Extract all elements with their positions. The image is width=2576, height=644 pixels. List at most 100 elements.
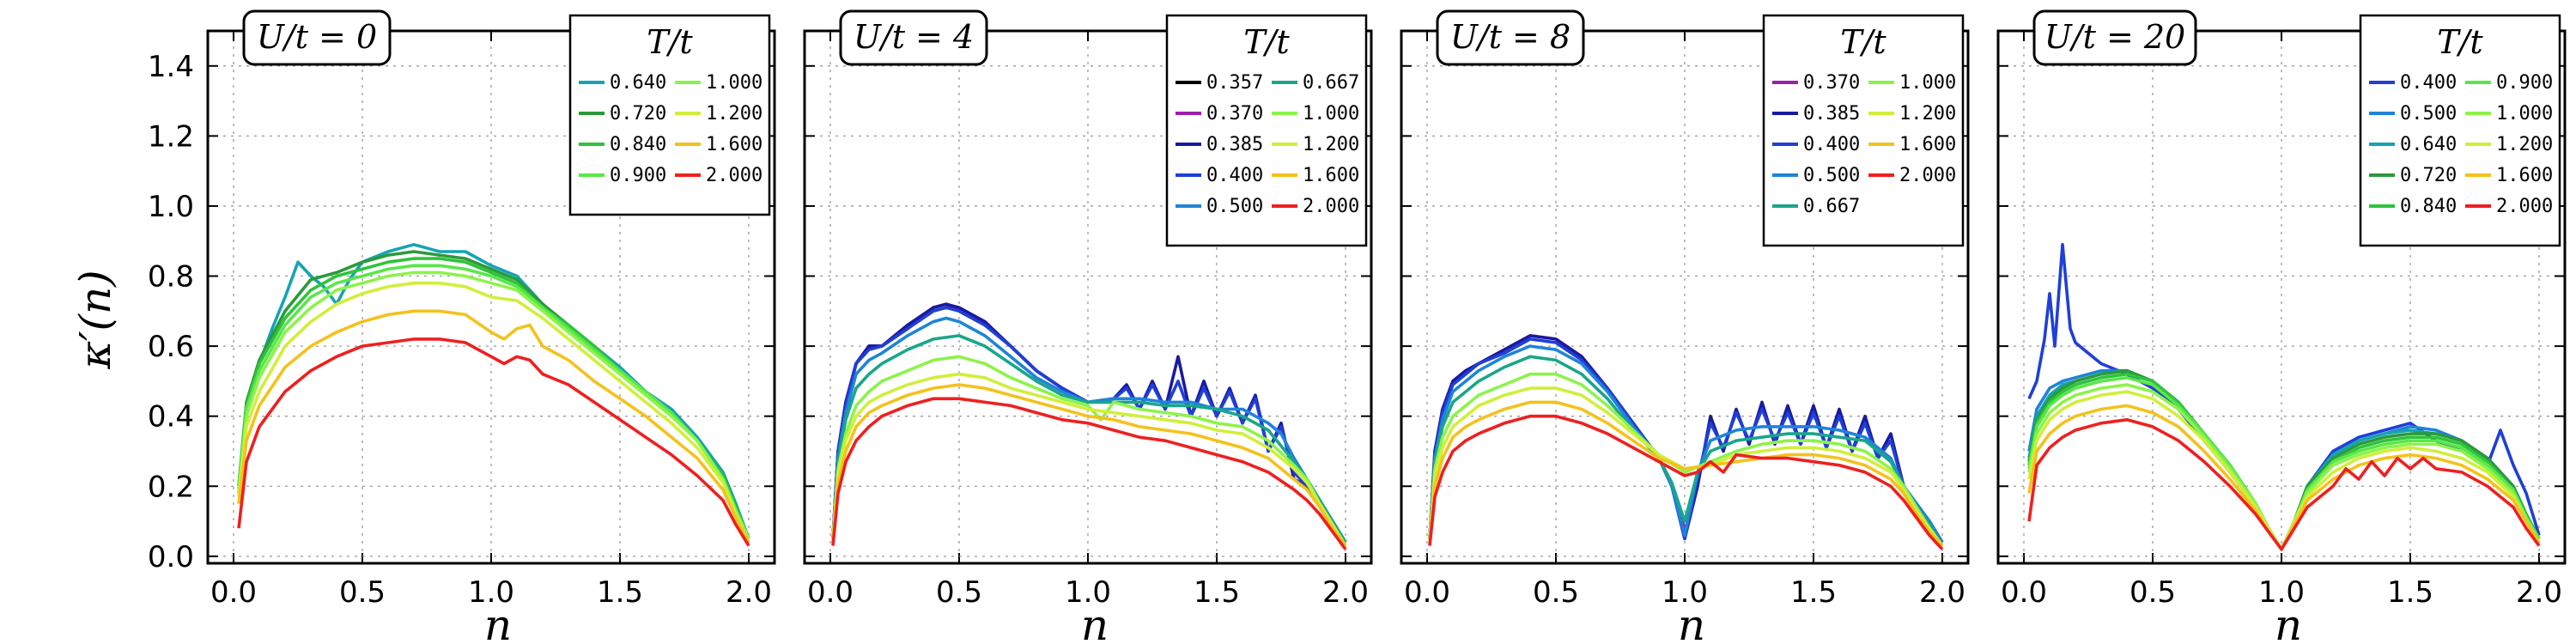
x-tick-label: 0.5 (2129, 575, 2176, 610)
series-line-1-000 (831, 355, 1347, 547)
legend-label: 0.400 (2400, 72, 2457, 94)
legend: T/t 0.400 0.500 0.640 0.720 0.840 0.900 1.000 1.… (2359, 14, 2561, 247)
legend-label: 0.900 (610, 165, 666, 186)
x-axis-label: n (484, 600, 512, 644)
series-line-0-500 (1428, 344, 1944, 544)
series-line-0-640 (237, 242, 750, 540)
series-line-1-200 (831, 372, 1347, 547)
panel-title-box (1436, 9, 1585, 66)
axes-frame (803, 29, 1373, 565)
x-tick-label: 1.5 (2387, 575, 2433, 610)
legend-label: 1.600 (2496, 165, 2553, 186)
y-tick-label: 1.0 (148, 190, 194, 224)
y-tick-label: 0.2 (148, 470, 194, 504)
legend-label: 0.840 (2400, 196, 2457, 217)
legend-label: 0.385 (1206, 134, 1263, 155)
series-line-2-000 (237, 337, 750, 547)
legend: T/t 0.370 0.385 0.400 0.500 0.667 1.000 1.200 1.… (1762, 14, 1965, 247)
series-group (237, 242, 750, 547)
panel-title-box (839, 9, 988, 66)
x-tick-label: 0.5 (936, 575, 982, 610)
legend-label: 2.000 (2496, 196, 2553, 217)
legend-label: 0.667 (1803, 196, 1860, 217)
series-line-2-000 (2027, 417, 2541, 551)
x-tick-label: 2.0 (1322, 575, 1369, 610)
legend-label: 2.000 (1303, 196, 1359, 217)
legend-label: 1.600 (1899, 134, 1956, 155)
y-tick-label: 0.6 (148, 330, 194, 364)
legend-label: 1.200 (2496, 134, 2553, 155)
legend-label: 0.370 (1803, 72, 1860, 94)
legend-title: T/t (2437, 23, 2483, 61)
axes-frame (206, 29, 776, 565)
legend-label: 1.200 (1899, 103, 1956, 125)
legend-label: 1.200 (1303, 134, 1359, 155)
legend-label: 0.840 (610, 134, 666, 155)
legend-title: T/t (1840, 23, 1886, 61)
x-tick-label: 0.0 (210, 575, 257, 610)
series-line-1-200 (237, 281, 750, 544)
panel: 0.0 0.5 1.0 1.5 2.0 0.0 0.2 0.4 0.6 0.8 1.0 1.2 1.4 n… (148, 9, 776, 644)
legend-label: 1.200 (706, 103, 762, 125)
legend-label: 0.400 (1803, 134, 1860, 155)
panels: 0.0 0.5 1.0 1.5 2.0 0.0 0.2 0.4 0.6 0.8 1.0 1.2 1.4 n… (148, 9, 2567, 644)
legend-label: 1.600 (706, 134, 762, 155)
y-tick-label: 0.4 (148, 400, 194, 434)
legend-label: 0.720 (610, 103, 666, 125)
x-tick-label: 2.0 (726, 575, 772, 610)
series-line-1-600 (1428, 400, 1944, 547)
legend-label: 0.640 (2400, 134, 2457, 155)
series-line-0-357 (831, 302, 1089, 539)
x-tick-label: 0.0 (807, 575, 854, 610)
series-line-1-000 (237, 270, 750, 540)
x-tick-label: 1.5 (1194, 575, 1240, 610)
series-group (2027, 242, 2541, 551)
panel: 0.0 0.5 1.0 1.5 2.0 n U/t = 8 T/t 0.370 0.385 0.40… (1400, 9, 1970, 644)
legend-label: 0.500 (2400, 103, 2457, 125)
x-tick-label: 0.5 (339, 575, 386, 610)
legend-title: T/t (647, 23, 693, 61)
legend-label: 1.000 (1899, 72, 1956, 94)
legend-label: 0.667 (1303, 72, 1359, 94)
legend-label: 1.000 (2496, 103, 2553, 125)
series-group (1428, 334, 1944, 550)
series-line-2-000 (1428, 414, 1944, 550)
series-line-1-600 (831, 383, 1347, 547)
legend-label: 0.640 (610, 72, 666, 94)
panel-title: U/t = 20 (2044, 18, 2185, 56)
series-line-0-667 (831, 334, 1347, 544)
x-tick-label: 2.0 (2516, 575, 2562, 610)
x-tick-label: 1.5 (597, 575, 643, 610)
series-group (831, 302, 1347, 550)
x-tick-label: 0.5 (1533, 575, 1579, 610)
series-line-0-840 (2027, 372, 2541, 551)
legend: T/t 0.640 0.720 0.840 0.900 1.000 1.200 1.600 2.… (568, 14, 771, 216)
legend-label: 2.000 (1899, 165, 1956, 186)
panel: 0.0 0.5 1.0 1.5 2.0 n U/t = 4 T/t 0.357 0.370 0.38… (803, 9, 1373, 644)
series-line-2-000 (831, 397, 1347, 550)
x-tick-label: 2.0 (1919, 575, 1965, 610)
legend-label: 1.000 (706, 72, 762, 94)
y-tick-label: 1.4 (148, 50, 194, 84)
panel-title-box (242, 9, 392, 66)
legend-label: 1.000 (1303, 103, 1359, 125)
legend-label: 1.600 (1303, 165, 1359, 186)
legend-label: 0.357 (1206, 72, 1263, 94)
legend-title: T/t (1243, 23, 1290, 61)
series-line-0-500 (831, 316, 1347, 544)
legend-label: 0.400 (1206, 165, 1263, 186)
series-line-1-600 (237, 309, 750, 544)
x-tick-label: 1.5 (1790, 575, 1837, 610)
series-line-1-200 (1428, 386, 1944, 547)
panel: 0.0 0.5 1.0 1.5 2.0 n U/t = 20 T/t 0.400 0.500 0.6… (1996, 9, 2567, 644)
y-tick-label: 0.0 (148, 540, 194, 574)
x-axis-label: n (1678, 600, 1705, 644)
series-line-0-900 (237, 264, 750, 540)
panel-title: U/t = 8 (1450, 18, 1571, 56)
x-axis-label: n (1081, 600, 1109, 644)
panel-title: U/t = 4 (854, 18, 974, 56)
series-line-1-200 (2027, 390, 2541, 551)
x-tick-label: 0.0 (1404, 575, 1450, 610)
panel-title-box (2032, 9, 2197, 66)
